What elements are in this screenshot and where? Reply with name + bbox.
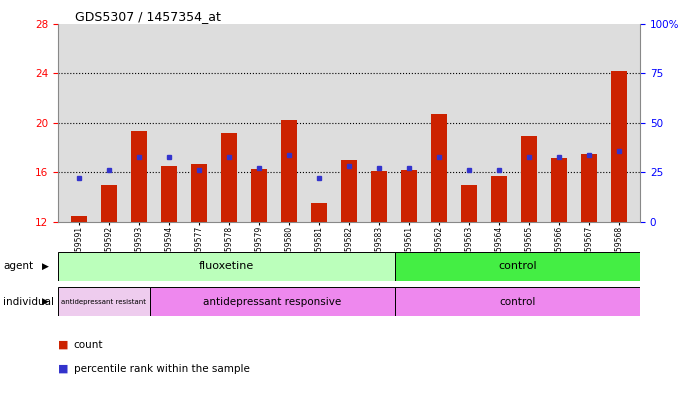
Text: fluoxetine: fluoxetine (199, 261, 254, 271)
Text: antidepressant resistant: antidepressant resistant (61, 299, 146, 305)
Bar (58, 287, 150, 316)
Text: count: count (74, 340, 103, 350)
Bar (191, 164, 207, 222)
Bar (461, 185, 477, 222)
Bar (101, 185, 117, 222)
Bar (281, 120, 297, 222)
Bar (581, 154, 597, 222)
Bar (395, 252, 640, 281)
Text: control: control (498, 261, 537, 271)
Bar (161, 166, 177, 222)
Bar (340, 160, 358, 222)
Text: agent: agent (3, 261, 33, 272)
Bar (611, 71, 627, 222)
Bar (311, 204, 328, 222)
Bar (401, 170, 417, 222)
Bar (370, 171, 387, 222)
Bar (71, 216, 87, 222)
Bar (491, 176, 507, 222)
Bar (431, 114, 447, 222)
Bar (251, 169, 267, 222)
Bar (551, 158, 567, 222)
Text: ▶: ▶ (42, 298, 49, 306)
Bar (131, 132, 147, 222)
Bar (221, 133, 237, 222)
Text: ▶: ▶ (42, 262, 49, 271)
Bar (58, 252, 395, 281)
Text: percentile rank within the sample: percentile rank within the sample (74, 364, 249, 373)
Text: individual: individual (3, 297, 54, 307)
Bar (150, 287, 395, 316)
Text: ■: ■ (58, 340, 68, 350)
Bar (521, 136, 537, 222)
Text: antidepressant responsive: antidepressant responsive (203, 297, 342, 307)
Text: ■: ■ (58, 364, 68, 373)
Text: control: control (499, 297, 536, 307)
Bar (395, 287, 640, 316)
Text: GDS5307 / 1457354_at: GDS5307 / 1457354_at (75, 10, 221, 23)
